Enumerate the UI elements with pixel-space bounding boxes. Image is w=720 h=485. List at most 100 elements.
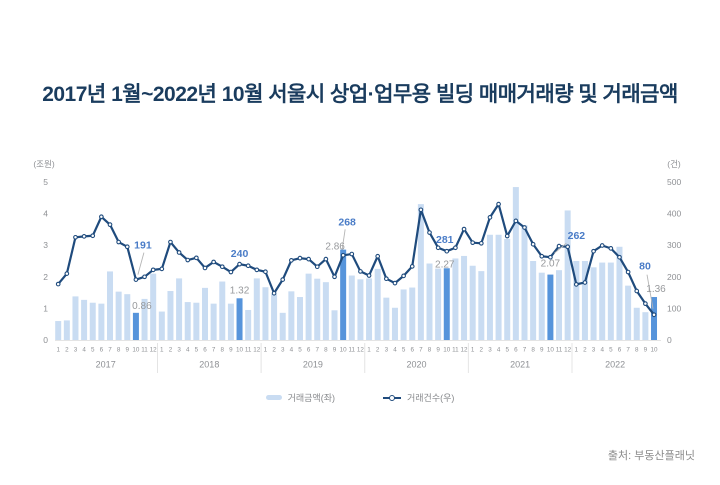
line-marker — [271, 290, 277, 296]
bar — [98, 303, 105, 340]
month-tick-label: 9 — [436, 347, 440, 354]
bar — [81, 299, 88, 340]
bar — [124, 294, 131, 340]
month-tick-label: 8 — [117, 347, 121, 354]
line-marker — [202, 265, 208, 271]
bar — [581, 261, 588, 340]
month-tick-label: 5 — [505, 347, 509, 354]
line-marker — [617, 254, 622, 260]
month-tick-label: 7 — [626, 347, 630, 354]
right-axis-tick-label: 0 — [667, 335, 672, 345]
bar — [495, 234, 502, 340]
line-marker — [107, 222, 113, 228]
bar — [245, 309, 252, 340]
bar — [253, 278, 260, 340]
line-marker — [194, 255, 199, 261]
annotation-amount: 2.86 — [325, 242, 345, 253]
bar — [141, 298, 148, 340]
month-tick-label: 10 — [547, 347, 555, 354]
year-label: 2022 — [605, 360, 625, 370]
month-tick-label: 2 — [272, 347, 276, 354]
year-label: 2021 — [510, 360, 530, 370]
bar — [366, 278, 373, 340]
month-tick-label: 4 — [600, 347, 604, 354]
line-marker — [487, 215, 493, 220]
bar-swatch-icon — [265, 395, 282, 400]
annotation-count: 240 — [231, 248, 249, 260]
bar — [158, 311, 165, 340]
bar — [409, 287, 416, 340]
line-marker — [297, 255, 303, 261]
chart-title: 2017년 1월~2022년 10월 서울시 상업·업무용 빌딩 매매거래량 및… — [42, 83, 678, 106]
bar — [72, 296, 79, 340]
month-tick-label: 6 — [307, 347, 311, 354]
line-marker — [263, 269, 268, 275]
line-marker — [219, 264, 225, 270]
bar — [348, 275, 355, 340]
line-marker — [599, 243, 605, 248]
annotation-count: 262 — [568, 230, 586, 242]
bar — [279, 312, 286, 340]
bar — [391, 307, 398, 340]
line-marker — [375, 253, 381, 259]
month-tick-label: 4 — [290, 347, 294, 354]
month-tick-label: 12 — [564, 347, 572, 354]
left-axis-tick-label: 3 — [43, 240, 48, 250]
bar — [400, 289, 407, 340]
legend-label-amount: 거래금액(좌) — [287, 393, 335, 403]
line-marker — [513, 218, 519, 224]
right-axis-tick-label: 100 — [667, 303, 681, 313]
bar — [63, 320, 70, 340]
bar — [599, 262, 606, 340]
line-marker — [332, 274, 337, 280]
annotation-amount: 2.27 — [435, 259, 455, 270]
line-marker — [254, 267, 260, 273]
month-tick-label: 2 — [480, 347, 484, 354]
bar — [521, 225, 528, 340]
line-marker — [401, 273, 406, 279]
month-tick-label: 9 — [126, 347, 130, 354]
bar — [210, 303, 217, 340]
bar — [374, 268, 381, 340]
bar — [55, 321, 62, 340]
bar — [357, 279, 364, 340]
year-label: 2020 — [407, 360, 427, 370]
line-marker — [461, 226, 467, 232]
month-tick-label: 10 — [236, 347, 244, 354]
month-tick-label: 6 — [514, 347, 518, 354]
month-tick-label: 12 — [461, 347, 469, 354]
line-marker — [237, 261, 242, 267]
right-axis-tick-label: 200 — [667, 272, 681, 282]
bar — [625, 285, 632, 340]
month-tick-label: 7 — [212, 347, 216, 354]
month-tick-label: 11 — [349, 347, 356, 354]
line-marker — [116, 239, 121, 245]
bar-highlighted — [132, 312, 139, 340]
line-marker — [142, 274, 147, 280]
month-tick-label: 7 — [523, 347, 527, 354]
line-marker — [168, 239, 173, 245]
month-tick-label: 7 — [419, 347, 423, 354]
bar — [417, 204, 424, 340]
bar — [89, 302, 96, 340]
annotation-amount: 2.07 — [541, 259, 561, 270]
month-tick-label: 11 — [245, 347, 252, 354]
bar — [642, 312, 649, 340]
annotation-count: 268 — [338, 216, 356, 228]
annotation-amount: 1.32 — [230, 285, 250, 296]
line-marker — [643, 301, 648, 307]
line-marker — [150, 267, 156, 273]
right-axis-unit-label: (건) — [667, 159, 681, 169]
month-tick-label: 5 — [402, 347, 406, 354]
bar — [176, 278, 183, 340]
line-marker — [306, 256, 311, 262]
month-tick-label: 6 — [410, 347, 414, 354]
month-tick-label: 12 — [150, 347, 158, 354]
month-tick-label: 8 — [635, 347, 639, 354]
month-tick-label: 1 — [367, 347, 371, 354]
month-tick-label: 1 — [160, 347, 164, 354]
bar — [262, 287, 269, 340]
line-marker — [133, 277, 139, 282]
